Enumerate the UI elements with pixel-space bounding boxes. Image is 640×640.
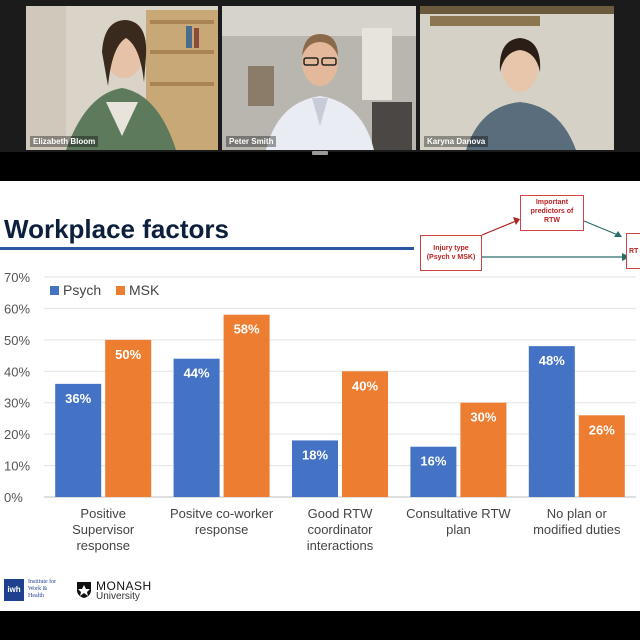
x-category-label: Positive	[80, 506, 126, 521]
video-strip: Elizabeth Bloom Peter Smith Karyna Danov…	[0, 0, 640, 152]
data-label: 18%	[302, 447, 328, 462]
separator-bar	[0, 155, 640, 181]
footer-bar	[0, 611, 640, 640]
bar-psych	[528, 346, 575, 497]
y-tick-label: 40%	[4, 364, 30, 379]
data-label: 40%	[352, 378, 378, 393]
data-label: 16%	[420, 454, 446, 469]
legend-swatch	[116, 286, 125, 295]
participant-name: Karyna Danova	[424, 136, 489, 147]
diagram-box-injury-type: Injury type (Psych v MSK)	[420, 235, 482, 271]
title-underline	[0, 247, 414, 250]
participant-name: Elizabeth Bloom	[30, 136, 99, 147]
monash-logo-text: MONASH	[96, 579, 152, 593]
data-label: 48%	[539, 353, 565, 368]
legend-swatch	[50, 286, 59, 295]
bar-msk	[105, 339, 152, 497]
x-category-label: coordinator	[307, 522, 373, 537]
video-feed	[420, 6, 614, 150]
legend-label: MSK	[129, 282, 160, 298]
x-category-label: Good RTW	[308, 506, 374, 521]
bar-msk	[578, 415, 625, 497]
bar-psych	[292, 440, 338, 497]
bar-psych	[173, 358, 220, 497]
x-category-label: plan	[446, 522, 471, 537]
x-category-label: response	[195, 522, 248, 537]
iwh-logo-text: Institute for Work & Health	[28, 579, 57, 599]
data-label: 44%	[184, 366, 210, 381]
x-category-label: modified duties	[533, 522, 621, 537]
x-category-label: Supervisor	[72, 522, 135, 537]
bar-msk	[223, 314, 270, 497]
bar-chart: 0% 10% 20% 30% 40% 50% 60% 70% 36% 50% PositiveSup…	[4, 270, 636, 553]
y-tick-label: 20%	[4, 427, 30, 442]
y-tick-label: 60%	[4, 301, 30, 316]
monash-crest-icon	[77, 582, 91, 598]
y-tick-label: 0%	[4, 490, 23, 505]
legend-label: Psych	[63, 282, 101, 298]
slide-title: Workplace factors	[4, 214, 229, 244]
video-feed	[222, 6, 416, 150]
data-label: 26%	[589, 422, 615, 437]
x-category-label: No plan or	[547, 506, 608, 521]
video-tile-elizabeth-bloom[interactable]: Elizabeth Bloom	[26, 6, 218, 150]
diagram-box-rtw: RT	[626, 233, 640, 269]
video-feed	[26, 6, 218, 150]
bar-msk	[460, 402, 507, 497]
y-tick-label: 70%	[4, 270, 30, 285]
bar-psych	[410, 446, 457, 497]
x-category-label: interactions	[307, 538, 374, 553]
diagram-arrows	[480, 217, 630, 261]
diagram-box-predictors: Important predictors of RTW	[520, 195, 584, 231]
participant-name: Peter Smith	[226, 136, 277, 147]
presentation-slide: Workplace factors Important predictors o…	[0, 181, 640, 611]
y-tick-label: 30%	[4, 396, 30, 411]
video-tile-karyna-danova[interactable]: Karyna Danova	[420, 6, 614, 150]
iwh-logo: iwh	[4, 579, 24, 601]
data-label: 50%	[115, 347, 141, 362]
bar-msk	[342, 371, 388, 497]
video-tile-peter-smith[interactable]: Peter Smith	[222, 6, 416, 150]
x-category-label: Consultative RTW	[406, 506, 511, 521]
data-label: 30%	[470, 410, 496, 425]
x-category-label: response	[76, 538, 129, 553]
x-category-label: Positve co-worker	[170, 506, 274, 521]
monash-logo-subtext: University	[96, 591, 140, 602]
panel-resize-handle[interactable]	[312, 151, 328, 155]
data-label: 36%	[65, 391, 91, 406]
bar-psych	[55, 383, 102, 497]
y-tick-label: 10%	[4, 459, 30, 474]
data-label: 58%	[234, 322, 260, 337]
y-tick-label: 50%	[4, 333, 30, 348]
